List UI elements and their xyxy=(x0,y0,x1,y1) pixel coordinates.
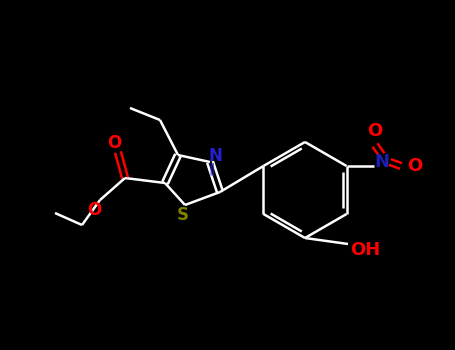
Text: ‖: ‖ xyxy=(209,162,215,175)
Text: O: O xyxy=(407,157,423,175)
Text: S: S xyxy=(177,206,189,224)
Text: N: N xyxy=(374,153,389,171)
Text: O: O xyxy=(107,134,121,152)
Text: N: N xyxy=(208,147,222,165)
Text: OH: OH xyxy=(350,241,380,259)
Text: O: O xyxy=(367,122,383,140)
Text: O: O xyxy=(87,201,101,219)
